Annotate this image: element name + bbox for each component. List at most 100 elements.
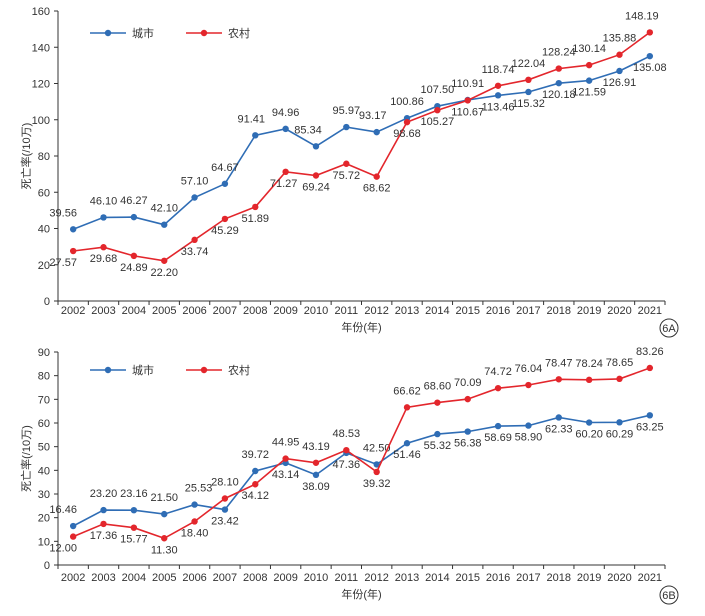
data-label: 48.53 [333,428,361,440]
data-label: 33.74 [181,246,209,258]
data-point [403,118,411,126]
data-label: 83.26 [636,346,664,358]
data-label: 95.97 [333,105,361,117]
data-label: 44.95 [272,437,300,449]
y-tick-label: 90 [38,347,50,359]
data-point [373,173,380,180]
x-tick-label: 2012 [364,305,388,317]
data-point [69,247,77,255]
data-label: 58.90 [515,432,543,444]
data-label: 23.20 [90,488,118,500]
data-point [69,522,77,530]
x-tick-label: 2018 [547,305,571,317]
data-label: 56.38 [454,438,482,450]
x-tick-label: 2017 [516,572,540,584]
data-point [69,226,77,233]
data-label: 71.27 [270,178,298,190]
data-point [221,495,229,502]
x-tick-label: 2004 [122,572,146,584]
data-label: 21.50 [150,492,178,504]
data-label: 130.14 [572,43,606,55]
chart-panel-6a: 0 20 40 60 80 100 120 140 160 2002 2003 2004 2005 200… [19,6,679,338]
x-tick-label: 2011 [334,305,358,317]
data-label: 118.74 [482,64,515,76]
data-label: 39.72 [242,449,270,461]
x-tick-label: 2016 [486,572,510,584]
x-tick-label: 2007 [213,305,237,317]
data-point [161,257,168,264]
y-tick-label: 60 [38,418,50,430]
data-label: 68.62 [363,183,391,195]
data-point [282,455,289,462]
data-point [555,414,562,421]
data-label: 28.10 [211,476,239,488]
data-label: 23.16 [120,488,148,500]
data-point [646,29,654,36]
data-point [434,430,441,438]
data-label: 93.17 [359,110,387,122]
x-tick-label: 2009 [273,572,297,584]
series-line-urban [72,55,651,231]
data-point [464,97,471,104]
data-point [130,524,138,531]
x-tick-label: 2013 [395,572,419,584]
data-label: 39.32 [363,478,391,490]
legend-marker [200,29,208,37]
data-point [130,213,138,221]
data-label: 78.47 [545,357,573,369]
data-point [100,520,107,528]
data-point [312,471,320,479]
data-point [646,52,654,60]
x-tick-label: 2010 [304,572,328,584]
y-tick-label: 60 [38,187,50,199]
x-tick-label: 2014 [425,305,449,317]
data-point [373,468,380,476]
x-tick-label: 2019 [577,305,601,317]
data-point [585,61,593,69]
data-label: 78.24 [575,358,603,370]
data-point [494,92,502,99]
data-label: 51.89 [242,213,270,225]
data-point [221,215,229,223]
panel-badge-label: 6B [662,590,675,602]
x-tick-label: 2006 [182,572,206,584]
legend-marker [104,366,112,374]
data-label: 121.59 [572,87,606,99]
data-point [373,128,380,136]
x-tick-label: 2016 [486,305,510,317]
data-point [69,533,77,540]
data-label: 57.10 [181,176,209,188]
data-point [585,376,593,384]
data-label: 105.27 [421,116,455,128]
data-label: 64.67 [211,162,239,174]
data-point [585,419,593,426]
data-label: 122.04 [512,58,546,70]
data-point [191,518,198,525]
legend-label: 城市 [132,26,154,40]
data-label: 62.33 [545,423,573,435]
y-tick-label: 140 [32,42,50,54]
x-tick-label: 2013 [395,305,419,317]
data-label: 91.41 [238,113,266,125]
data-label: 135.88 [603,33,637,45]
data-label: 47.36 [333,459,361,471]
series-line-rural [73,31,651,262]
data-point [161,221,168,228]
x-tick-label: 2015 [455,572,479,584]
data-label: 46.10 [90,195,118,207]
data-point [191,501,198,508]
data-label: 11.30 [151,544,178,556]
data-label: 15.77 [120,534,148,546]
data-label: 24.89 [120,262,148,274]
data-label: 76.04 [515,363,543,375]
legend-marker [104,29,112,37]
data-point [100,244,107,251]
data-point [343,446,350,454]
chart-panel-6b: 0 10 20 30 40 50 60 70 80 90 2002 2003 2004 2005 2006 2… [19,346,679,605]
data-label: 58.69 [484,432,512,444]
data-point [616,419,623,426]
data-point [191,236,198,244]
data-label: 69.24 [302,182,330,194]
data-label: 113.46 [482,101,515,113]
